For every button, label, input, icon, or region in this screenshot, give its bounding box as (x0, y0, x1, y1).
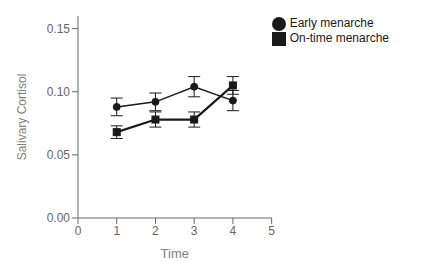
svg-text:2: 2 (152, 224, 159, 238)
svg-text:Time: Time (161, 246, 189, 261)
svg-text:0.15: 0.15 (47, 22, 71, 36)
svg-text:3: 3 (191, 224, 198, 238)
svg-text:5: 5 (268, 224, 275, 238)
html-text:Early menarche: Early menarche (289, 16, 374, 30)
svg-text:0.00: 0.00 (47, 211, 71, 225)
svg-text:0.05: 0.05 (47, 148, 71, 162)
svg-text:1: 1 (113, 224, 120, 238)
html-text:On-time menarche: On-time menarche (289, 30, 389, 45)
svg-text:0.10: 0.10 (47, 85, 71, 99)
svg-text:0: 0 (75, 224, 82, 238)
svg-text:4: 4 (230, 224, 237, 238)
svg-text:Salivary Cortisol: Salivary Cortisol (15, 74, 29, 161)
